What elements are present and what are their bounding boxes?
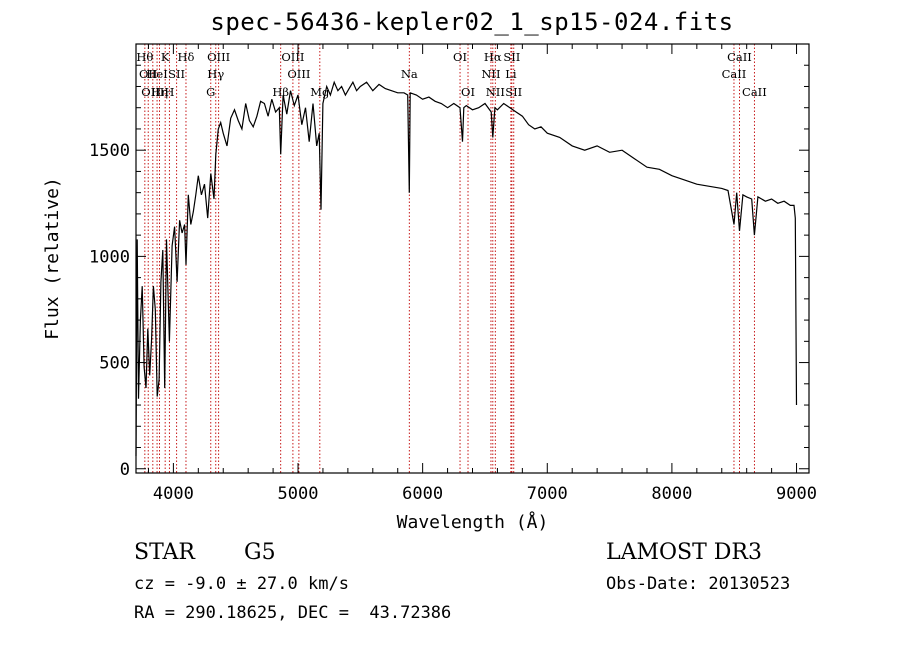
line-label: G	[206, 85, 215, 99]
x-axis-label: Wavelength (Å)	[397, 511, 549, 533]
line-label: SII	[503, 50, 520, 64]
line-label: CaII	[722, 67, 747, 81]
line-markers	[144, 44, 755, 473]
line-label: Hη	[151, 85, 168, 99]
line-label: SII	[168, 67, 185, 81]
y-tick-label: 1500	[89, 141, 130, 161]
y-tick-label: 0	[120, 460, 130, 480]
line-label: Hδ	[177, 50, 194, 64]
line-label: CaII	[727, 50, 752, 64]
line-label: NII	[481, 67, 500, 81]
line-label: OIII	[141, 85, 164, 99]
object-class: STAR	[134, 540, 195, 565]
x-tick-label: 7000	[527, 484, 568, 504]
axis-ticks: 4000 5000 6000 7000 8000 9000 0 500 1000 1500	[89, 44, 817, 504]
line-label: OIII	[281, 50, 304, 64]
chart-title: spec-56436-kepler02_1_sp15-024.fits	[210, 8, 734, 36]
x-tick-label: 8000	[651, 484, 692, 504]
spectrum-line	[135, 80, 798, 457]
coordinates: RA = 290.18625, DEC = 43.72386	[134, 603, 452, 623]
line-label: Hθ	[136, 50, 153, 64]
x-tick-label: 6000	[402, 484, 443, 504]
y-tick-label: 500	[99, 354, 130, 374]
redshift-cz: cz = -9.0 ± 27.0 km/s	[134, 574, 349, 594]
line-label: OI	[453, 50, 467, 64]
survey-name: LAMOST DR3	[606, 540, 762, 565]
line-label: OIII	[287, 67, 310, 81]
line-label: Li	[505, 67, 517, 81]
line-label: Hγ	[207, 67, 224, 81]
plot-frame	[135, 43, 810, 474]
x-tick-label: 4000	[153, 484, 194, 504]
line-label: H	[164, 85, 174, 99]
line-label: Hβ	[272, 85, 289, 99]
obs-date: Obs-Date: 20130523	[606, 574, 791, 594]
line-label: OIII	[207, 50, 230, 64]
subclass: G5	[244, 540, 276, 565]
x-tick-label: 9000	[776, 484, 817, 504]
y-tick-label: 1000	[89, 247, 130, 267]
x-tick-label: 5000	[278, 484, 319, 504]
line-label: SII	[505, 85, 522, 99]
line-label: OII	[139, 67, 158, 81]
line-label: HeI	[146, 67, 167, 81]
y-axis-label: Flux (relative)	[42, 177, 63, 340]
line-label: CaII	[742, 85, 767, 99]
line-labels: HθOIIOIIIHeIHηKHSIIHδGHγOIIIHβOIIIOIIIMg…	[136, 50, 766, 99]
line-label: NII	[486, 85, 505, 99]
line-label: Hα	[484, 50, 502, 64]
line-label: OI	[461, 85, 475, 99]
line-label: Na	[401, 67, 418, 81]
line-label: K	[161, 50, 170, 64]
